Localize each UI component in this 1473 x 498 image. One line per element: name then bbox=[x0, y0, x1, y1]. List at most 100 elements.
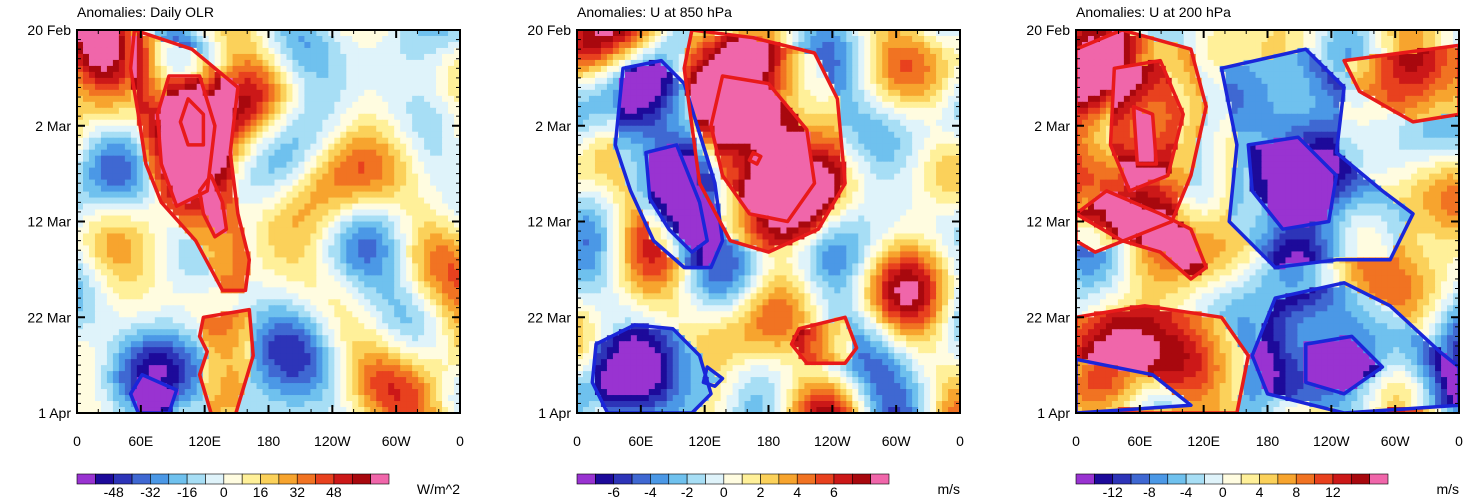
field-cell bbox=[382, 107, 389, 115]
field-cell bbox=[286, 35, 294, 43]
field-cell bbox=[172, 221, 180, 229]
field-cell bbox=[382, 137, 389, 145]
field-cell bbox=[190, 305, 198, 312]
field-cell bbox=[400, 203, 407, 211]
field-cell bbox=[388, 293, 395, 300]
field-cell bbox=[136, 359, 144, 366]
field-cell bbox=[106, 197, 114, 205]
field-cell bbox=[382, 311, 389, 318]
field-cell bbox=[148, 161, 156, 169]
field-cell bbox=[124, 389, 132, 396]
field-cell bbox=[316, 179, 323, 187]
field-cell bbox=[196, 233, 204, 241]
field-cell bbox=[936, 53, 943, 61]
field-cell bbox=[142, 35, 150, 43]
field-cell bbox=[448, 377, 455, 384]
field-cell bbox=[394, 125, 401, 133]
field-cell bbox=[454, 191, 460, 199]
field-cell bbox=[160, 137, 168, 145]
field-cell bbox=[280, 125, 288, 133]
field-cell bbox=[358, 185, 365, 193]
field-cell bbox=[112, 35, 120, 43]
field-cell bbox=[400, 185, 407, 193]
field-cell bbox=[280, 35, 288, 43]
field-cell bbox=[454, 30, 460, 37]
field-cell bbox=[750, 65, 758, 73]
field-cell bbox=[358, 323, 365, 330]
field-cell bbox=[400, 269, 407, 276]
field-cell bbox=[250, 179, 258, 187]
field-cell bbox=[412, 59, 419, 67]
field-cell bbox=[268, 347, 276, 354]
field-cell bbox=[702, 41, 710, 49]
field-cell bbox=[352, 191, 359, 199]
field-cell bbox=[142, 221, 150, 229]
field-cell bbox=[370, 311, 377, 318]
field-cell bbox=[160, 263, 168, 270]
field-cell bbox=[94, 167, 102, 175]
field-cell bbox=[394, 359, 401, 366]
field-cell bbox=[340, 251, 347, 258]
field-cell bbox=[858, 59, 865, 67]
field-cell bbox=[112, 113, 120, 121]
field-cell bbox=[352, 407, 359, 413]
field-cell bbox=[382, 305, 389, 312]
field-cell bbox=[436, 161, 443, 169]
field-cell bbox=[394, 251, 401, 258]
field-cell bbox=[274, 155, 282, 163]
field-cell bbox=[732, 30, 740, 37]
field-cell bbox=[220, 389, 228, 396]
field-cell bbox=[298, 65, 305, 73]
field-cell bbox=[370, 263, 377, 270]
field-cell bbox=[376, 317, 383, 324]
field-cell bbox=[130, 65, 138, 73]
field-cell bbox=[304, 239, 311, 247]
field-cell bbox=[232, 317, 240, 324]
field-cell bbox=[214, 323, 222, 330]
field-cell bbox=[418, 197, 425, 205]
field-cell bbox=[322, 35, 329, 43]
field-cell bbox=[232, 251, 240, 258]
field-cell bbox=[334, 119, 341, 127]
field-cell bbox=[208, 77, 216, 85]
field-cell bbox=[328, 353, 335, 360]
field-cell bbox=[220, 173, 228, 181]
field-cell bbox=[780, 83, 788, 91]
field-cell bbox=[876, 77, 883, 85]
field-cell bbox=[774, 47, 782, 55]
field-cell bbox=[406, 191, 413, 199]
colorbar-swatch bbox=[333, 473, 353, 485]
field-cell bbox=[154, 47, 162, 55]
field-cell bbox=[954, 59, 960, 67]
field-cell bbox=[232, 167, 240, 175]
field-cell bbox=[304, 359, 311, 366]
field-cell bbox=[352, 371, 359, 378]
field-cell bbox=[358, 107, 365, 115]
field-cell bbox=[310, 227, 317, 235]
field-cell bbox=[184, 329, 192, 336]
field-cell bbox=[190, 407, 198, 413]
field-cell bbox=[340, 113, 347, 121]
field-cell bbox=[436, 119, 443, 127]
field-cell bbox=[424, 41, 431, 49]
field-cell bbox=[166, 323, 174, 330]
field-cell bbox=[202, 197, 210, 205]
field-cell bbox=[190, 395, 198, 402]
field-cell bbox=[436, 125, 443, 133]
field-cell bbox=[202, 221, 210, 229]
field-cell bbox=[298, 83, 305, 91]
field-cell bbox=[660, 89, 668, 97]
field-cell bbox=[184, 371, 192, 378]
field-cell bbox=[328, 389, 335, 396]
field-cell bbox=[648, 77, 656, 85]
field-cell bbox=[184, 359, 192, 366]
field-cell bbox=[298, 185, 305, 193]
field-cell bbox=[178, 30, 186, 37]
field-cell bbox=[316, 203, 323, 211]
field-cell bbox=[714, 53, 722, 61]
field-cell bbox=[244, 311, 252, 318]
field-cell bbox=[244, 161, 252, 169]
field-cell bbox=[430, 89, 437, 97]
field-cell bbox=[184, 335, 192, 342]
field-cell bbox=[322, 149, 329, 157]
